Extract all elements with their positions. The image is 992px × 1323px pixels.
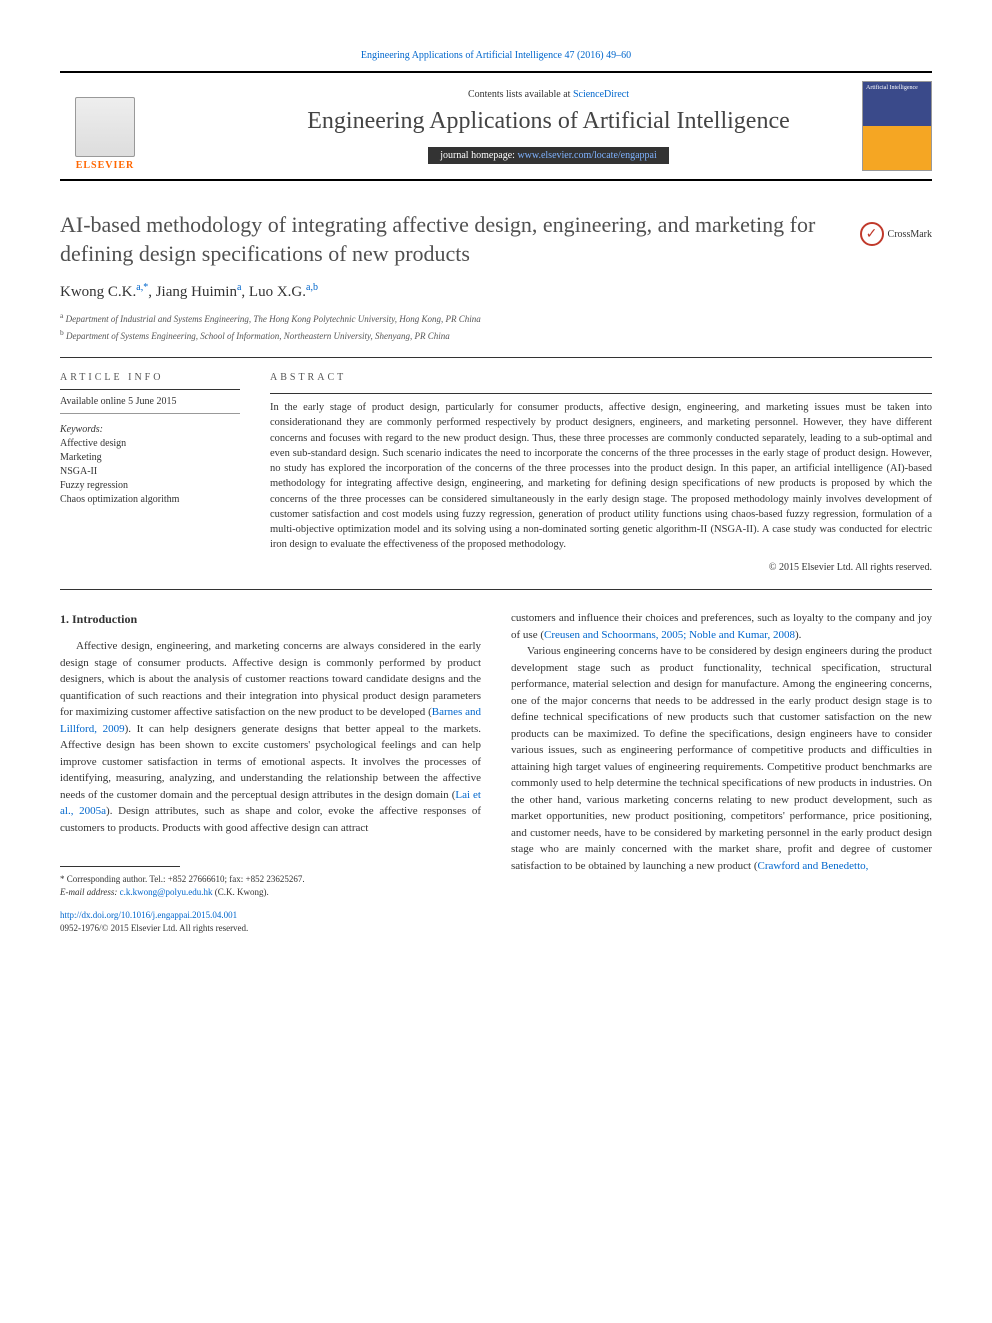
article-title: AI-based methodology of integrating affe…	[60, 211, 932, 268]
keyword: NSGA-II	[60, 465, 240, 479]
section-1-heading: 1. Introduction	[60, 610, 481, 628]
crossmark-badge[interactable]: ✓ CrossMark	[860, 222, 932, 246]
citation-link[interactable]: Crawford and Benedetto,	[758, 860, 869, 872]
homepage-link[interactable]: www.elsevier.com/locate/engappai	[517, 150, 656, 161]
journal-citation[interactable]: Engineering Applications of Artificial I…	[60, 50, 932, 61]
homepage-bar: journal homepage: www.elsevier.com/locat…	[428, 147, 669, 164]
email-link[interactable]: c.k.kwong@polyu.edu.hk	[120, 887, 213, 897]
article-info-heading: article info	[60, 372, 240, 383]
elsevier-tree-icon	[75, 97, 135, 157]
email-label: E-mail address:	[60, 887, 120, 897]
sciencedirect-link[interactable]: ScienceDirect	[573, 89, 629, 100]
masthead: ELSEVIER Contents lists available at Sci…	[60, 71, 932, 181]
keyword: Affective design	[60, 437, 240, 451]
citation-link[interactable]: Creusen and Schoormans, 2005; Noble and …	[544, 629, 795, 641]
copyright: © 2015 Elsevier Ltd. All rights reserved…	[270, 562, 932, 573]
body-paragraph: Affective design, engineering, and marke…	[60, 638, 481, 836]
body-text: Affective design, engineering, and marke…	[60, 640, 481, 718]
body-text: ). Design attributes, such as shape and …	[60, 805, 481, 834]
journal-cover-thumbnail[interactable]: Artificial Intelligence	[862, 81, 932, 171]
keyword: Marketing	[60, 451, 240, 465]
crossmark-label: CrossMark	[888, 229, 932, 240]
abstract-heading: abstract	[270, 372, 932, 383]
body-paragraph: Various engineering concerns have to be …	[511, 643, 932, 874]
corresponding-author-footnote: * Corresponding author. Tel.: +852 27666…	[60, 873, 481, 886]
email-suffix: (C.K. Kwong).	[212, 887, 268, 897]
elsevier-label: ELSEVIER	[76, 160, 135, 171]
contents-prefix: Contents lists available at	[468, 89, 573, 100]
keywords-label: Keywords:	[60, 424, 240, 435]
doi-link[interactable]: http://dx.doi.org/10.1016/j.engappai.201…	[60, 909, 481, 923]
abstract-divider	[270, 393, 932, 394]
divider	[60, 589, 932, 590]
abstract-text: In the early stage of product design, pa…	[270, 400, 932, 552]
crossmark-icon: ✓	[860, 222, 884, 246]
available-online-date: Available online 5 June 2015	[60, 396, 240, 414]
homepage-prefix: journal homepage:	[440, 150, 517, 161]
article-info-column: article info Available online 5 June 201…	[60, 372, 240, 573]
keyword: Chaos optimization algorithm	[60, 493, 240, 507]
footnote-divider	[60, 866, 180, 867]
contents-available: Contents lists available at ScienceDirec…	[165, 89, 932, 100]
body-text: Various engineering concerns have to be …	[511, 645, 932, 872]
issn-copyright: 0952-1976/© 2015 Elsevier Ltd. All right…	[60, 922, 481, 936]
keyword: Fuzzy regression	[60, 479, 240, 493]
body-paragraph: customers and influence their choices an…	[511, 610, 932, 643]
journal-title: Engineering Applications of Artificial I…	[165, 108, 932, 135]
divider	[60, 357, 932, 358]
body-column-right: customers and influence their choices an…	[511, 610, 932, 935]
email-footnote: E-mail address: c.k.kwong@polyu.edu.hk (…	[60, 886, 481, 899]
abstract-column: abstract In the early stage of product d…	[270, 372, 932, 573]
authors: Kwong C.K.a,*, Jiang Huimina, Luo X.G.a,…	[60, 282, 932, 301]
affiliation: b Department of Systems Engineering, Sch…	[60, 328, 932, 341]
elsevier-logo[interactable]: ELSEVIER	[60, 81, 150, 171]
info-divider	[60, 389, 240, 390]
body-text: ).	[795, 629, 801, 641]
body-column-left: 1. Introduction Affective design, engine…	[60, 610, 481, 935]
affiliation: a Department of Industrial and Systems E…	[60, 311, 932, 324]
